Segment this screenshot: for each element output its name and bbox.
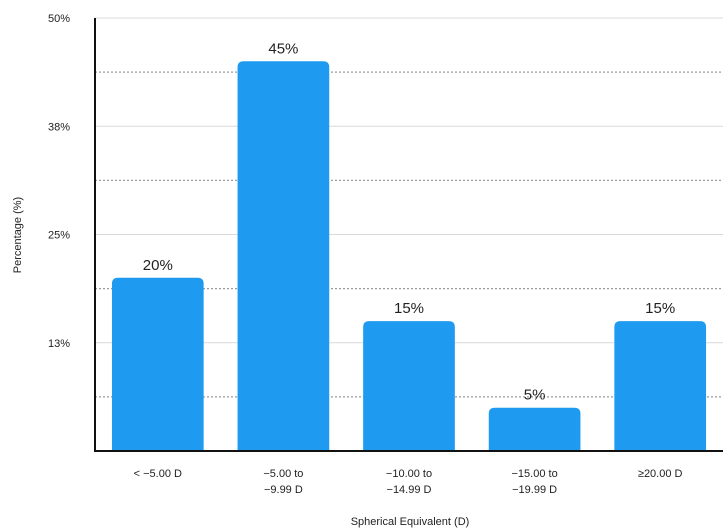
x-tick-label: −15.00 to <box>512 468 558 480</box>
data-label: 15% <box>394 300 424 317</box>
x-tick-label: < −5.00 D <box>134 468 182 480</box>
x-tick-label: −9.99 D <box>264 484 303 496</box>
bar <box>614 321 707 451</box>
x-tick-label: ≥20.00 D <box>638 468 683 480</box>
y-tick-label: 13% <box>48 338 70 350</box>
data-label: 20% <box>143 257 173 274</box>
y-tick-label: 50% <box>48 13 70 25</box>
bars <box>111 61 707 452</box>
x-tick-label: −14.99 D <box>387 484 432 496</box>
bar <box>363 321 455 451</box>
data-label: 5% <box>524 387 546 404</box>
x-axis-title: Spherical Equivalent (D) <box>351 516 470 528</box>
y-tick-label: 25% <box>48 230 70 242</box>
bar <box>488 407 581 451</box>
data-label: 45% <box>268 40 298 57</box>
x-tick-label: −19.99 D <box>512 484 557 496</box>
axes <box>94 18 723 452</box>
y-axis-title: Percentage (%) <box>12 197 24 273</box>
x-tick-label: −10.00 to <box>386 468 432 480</box>
labels: 13% 25% 38% 50% 20% < −5.00 D 45% −5.00 to −9.99… <box>48 13 683 496</box>
y-tick-label: 38% <box>48 121 70 133</box>
bar <box>111 277 204 451</box>
data-label: 15% <box>645 300 675 317</box>
x-tick-label: −5.00 to <box>263 468 303 480</box>
bar <box>237 61 330 452</box>
